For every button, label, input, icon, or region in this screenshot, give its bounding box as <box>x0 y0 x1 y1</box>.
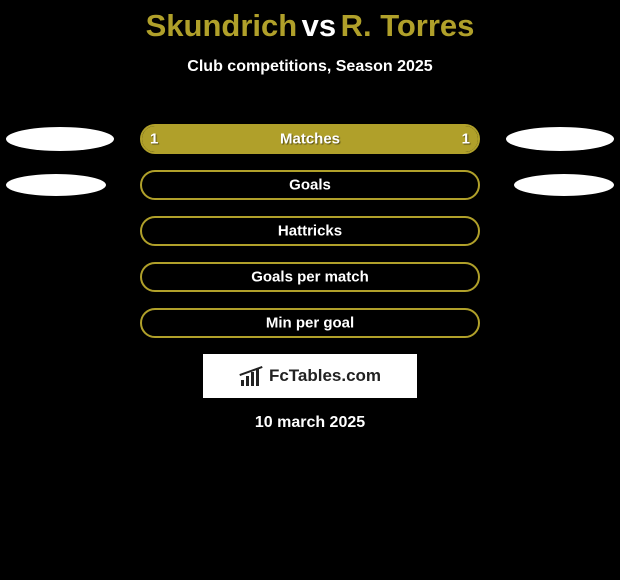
logo-chart-icon <box>239 366 263 386</box>
stat-value-left: 1 <box>150 131 158 148</box>
value-ellipse-right <box>506 127 614 151</box>
stat-row: Goals <box>0 170 620 200</box>
value-ellipse-left <box>6 127 114 151</box>
stat-label: Goals per match <box>251 269 369 286</box>
stat-row: Min per goal <box>0 308 620 338</box>
logo-text: FcTables.com <box>269 366 381 386</box>
stat-bar: Goals <box>140 170 480 200</box>
vs-text: vs <box>302 8 336 43</box>
stats-rows: Matches 1 1 Goals Hattricks Goals per match Mi… <box>0 124 620 338</box>
value-ellipse-right <box>514 174 614 196</box>
stat-row: Goals per match <box>0 262 620 292</box>
stat-bar: Matches <box>140 124 480 154</box>
stat-value-right: 1 <box>462 131 470 148</box>
stat-label: Hattricks <box>278 223 342 240</box>
stat-bar: Min per goal <box>140 308 480 338</box>
stat-bar: Goals per match <box>140 262 480 292</box>
stat-row: Matches 1 1 <box>0 124 620 154</box>
footer-date: 10 march 2025 <box>0 414 620 432</box>
logo-box[interactable]: FcTables.com <box>203 354 417 398</box>
subtitle: Club competitions, Season 2025 <box>0 58 620 76</box>
comparison-card: Skundrich vs R. Torres Club competitions… <box>0 0 620 432</box>
value-ellipse-left <box>6 174 106 196</box>
title: Skundrich vs R. Torres <box>0 8 620 44</box>
stat-row: Hattricks <box>0 216 620 246</box>
player-right-name: R. Torres <box>341 8 475 43</box>
stat-bar: Hattricks <box>140 216 480 246</box>
stat-label: Min per goal <box>266 315 354 332</box>
player-left-name: Skundrich <box>146 8 298 43</box>
stat-label: Matches <box>280 131 340 148</box>
stat-label: Goals <box>289 177 331 194</box>
